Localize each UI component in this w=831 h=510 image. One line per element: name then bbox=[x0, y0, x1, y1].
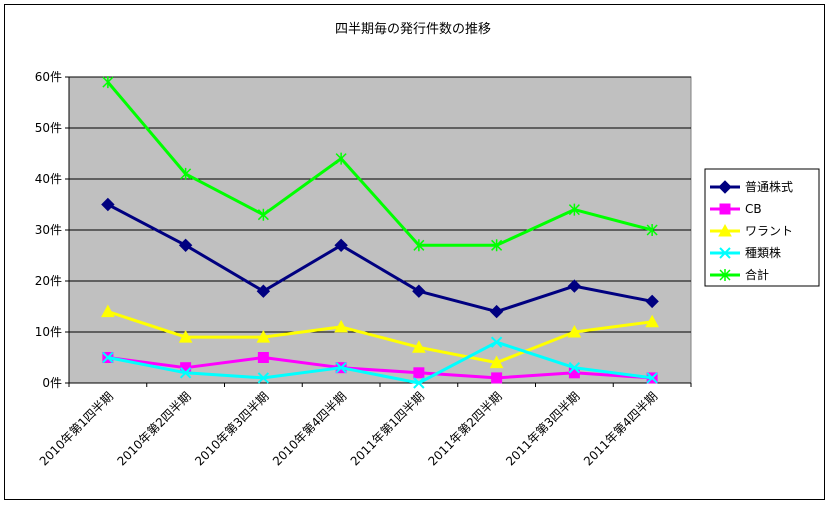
data-point bbox=[178, 238, 193, 253]
data-point bbox=[180, 167, 192, 180]
series-0 bbox=[101, 197, 659, 319]
data-point bbox=[718, 223, 732, 237]
data-point bbox=[334, 238, 348, 253]
data-point bbox=[491, 239, 503, 252]
data-point bbox=[646, 372, 658, 384]
legend-label: 合計 bbox=[745, 267, 769, 282]
x-tick-label: 2010年第4四半期 bbox=[270, 389, 349, 468]
data-point bbox=[645, 294, 659, 309]
y-tick-label: 50件 bbox=[35, 121, 62, 135]
data-point bbox=[412, 340, 426, 353]
x-tick-label: 2010年第3四半期 bbox=[192, 389, 271, 468]
y-tick-label: 30件 bbox=[35, 223, 62, 237]
data-point bbox=[256, 330, 271, 343]
data-point bbox=[256, 284, 271, 298]
y-tick-label: 60件 bbox=[35, 70, 62, 84]
series-line bbox=[107, 340, 653, 385]
data-point bbox=[491, 372, 503, 384]
y-tick-label: 0件 bbox=[42, 376, 62, 390]
data-point bbox=[568, 203, 580, 216]
data-point bbox=[490, 336, 503, 348]
legend-label: CB bbox=[745, 202, 762, 216]
data-point bbox=[489, 355, 504, 369]
data-point bbox=[719, 247, 731, 259]
x-tick-label: 2010年第1四半期 bbox=[37, 389, 116, 468]
series-group bbox=[101, 76, 659, 389]
series-line bbox=[107, 310, 653, 365]
y-axis: 0件 10件 20件 30件 40件 50件 60件 bbox=[35, 70, 70, 390]
data-point bbox=[567, 324, 582, 338]
data-point bbox=[178, 330, 193, 343]
data-point bbox=[413, 367, 425, 379]
series-4 bbox=[102, 76, 658, 252]
data-point bbox=[257, 208, 269, 221]
x-tick-label: 2011年第2四半期 bbox=[425, 389, 504, 468]
x-tick-label: 2011年第4四半期 bbox=[581, 389, 660, 468]
data-point bbox=[102, 351, 114, 364]
data-point bbox=[413, 377, 425, 389]
x-tick-label: 2010年第2四半期 bbox=[114, 389, 193, 468]
data-point bbox=[567, 279, 582, 293]
data-point bbox=[719, 203, 731, 215]
x-axis: 2010年第1四半期2010年第2四半期2010年第3四半期2010年第4四半期… bbox=[37, 382, 692, 469]
data-point bbox=[412, 284, 426, 298]
x-tick-label: 2011年第1四半期 bbox=[348, 389, 427, 468]
data-point bbox=[179, 367, 192, 379]
series-3 bbox=[102, 336, 658, 389]
data-point bbox=[718, 180, 732, 194]
chart-title: 四半期毎の発行件数の推移 bbox=[335, 21, 491, 37]
data-point bbox=[257, 372, 270, 384]
y-tick-label: 10件 bbox=[35, 325, 62, 339]
data-point bbox=[257, 352, 269, 363]
data-point bbox=[335, 361, 347, 374]
legend-label: 種類株 bbox=[745, 245, 781, 260]
data-point bbox=[646, 224, 658, 236]
y-tick-label: 40件 bbox=[35, 172, 62, 186]
data-point bbox=[645, 314, 659, 328]
data-point bbox=[413, 239, 425, 252]
data-point bbox=[102, 76, 114, 89]
data-point bbox=[568, 361, 581, 374]
legend-label: 普通株式 bbox=[745, 179, 793, 194]
series-2 bbox=[101, 304, 659, 369]
data-point bbox=[101, 304, 115, 318]
x-tick-label: 2011年第3四半期 bbox=[503, 389, 582, 468]
legend-label: ワラント bbox=[745, 224, 793, 238]
data-point bbox=[335, 152, 347, 165]
y-tick-label: 20件 bbox=[35, 274, 62, 288]
series-line bbox=[107, 203, 653, 314]
series-line bbox=[107, 356, 653, 380]
data-point bbox=[719, 269, 731, 281]
data-point bbox=[101, 197, 115, 212]
data-point bbox=[334, 319, 348, 333]
data-point bbox=[489, 304, 504, 319]
series-line bbox=[106, 81, 653, 247]
